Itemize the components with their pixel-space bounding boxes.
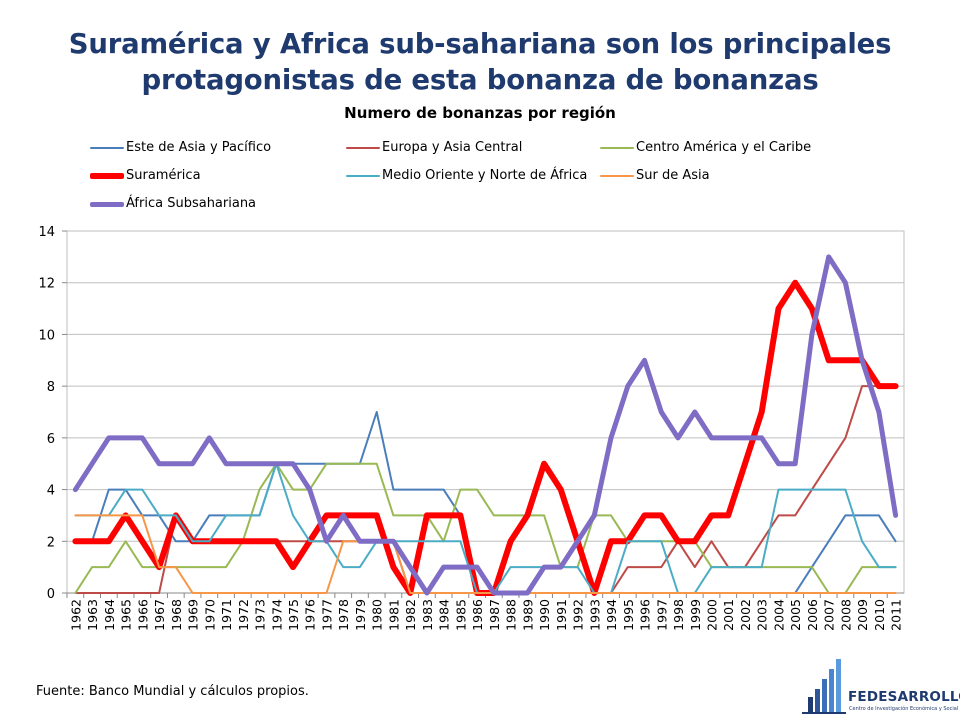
series-line (72, 254, 899, 596)
x-tick-label: 1981 (386, 599, 401, 631)
x-tick-label: 1990 (537, 599, 552, 631)
x-tick-label: 1984 (437, 599, 452, 631)
x-tick-label: 2002 (738, 599, 753, 631)
x-tick-label: 1962 (68, 599, 83, 631)
y-tick-label: 6 (47, 432, 55, 447)
x-tick-label: 1998 (671, 599, 686, 631)
x-tick-label: 2003 (755, 599, 770, 631)
legend-label: Europa y Asia Central (382, 140, 523, 155)
legend-swatch (346, 147, 380, 149)
x-tick-label: 1983 (420, 599, 435, 631)
legend-label: Este de Asia y Pacífico (126, 140, 272, 155)
x-tick-label: 1966 (135, 599, 150, 631)
legend-swatch (90, 173, 124, 179)
x-tick-label: 1995 (621, 599, 636, 631)
x-tick-label: 1969 (186, 599, 201, 631)
x-tick-label: 1976 (303, 599, 318, 631)
legend-swatch (90, 147, 124, 149)
legend-label: Centro América y el Caribe (636, 140, 812, 155)
series-line (74, 462, 897, 594)
x-tick-label: 1994 (604, 599, 619, 631)
x-tick-label: 1963 (85, 599, 100, 631)
legend-label: África Subsahariana (126, 196, 257, 211)
x-tick-label: 2006 (805, 599, 820, 631)
x-tick-label: 1986 (470, 599, 485, 631)
series-line (74, 514, 897, 594)
x-tick-label: 1992 (571, 599, 586, 631)
x-tick-label: 1977 (319, 599, 334, 631)
series-line (74, 462, 897, 594)
x-tick-label: 1989 (520, 599, 535, 631)
fedesarrollo-logo: FEDESARROLLO Centro de Investigación Eco… (800, 655, 960, 715)
source-note: Fuente: Banco Mundial y cálculos propios… (36, 684, 309, 699)
slide-title-line-2: protagonistas de esta bonanza de bonanza… (141, 64, 819, 96)
x-tick-label: 1975 (286, 599, 301, 631)
x-tick-label: 2005 (788, 599, 803, 631)
x-tick-label: 1996 (638, 599, 653, 631)
y-tick-label: 0 (47, 587, 55, 602)
x-tick-label: 1973 (253, 599, 268, 631)
logo-name: FEDESARROLLO (848, 689, 960, 705)
slide-title-line-1: Suramérica y Africa sub-sahariana son lo… (68, 28, 892, 60)
x-tick-label: 1967 (152, 599, 167, 631)
x-tick-label: 1980 (370, 599, 385, 631)
chart-legend: Este de Asia y Pacífico Europa y Asia Cen… (90, 138, 890, 218)
x-tick-label: 1991 (554, 599, 569, 631)
x-tick-label: 2007 (822, 599, 837, 631)
x-tick-label: 1971 (219, 599, 234, 631)
x-tick-label: 1993 (587, 599, 602, 631)
legend-swatch (346, 175, 380, 177)
legend-swatch (600, 147, 634, 149)
logo-bars-icon (802, 659, 846, 714)
x-tick-label: 1987 (487, 599, 502, 631)
x-tick-label: 2001 (721, 599, 736, 631)
x-tick-label: 2010 (872, 599, 887, 631)
x-tick-label: 2011 (889, 599, 904, 631)
x-tick-label: 2000 (704, 599, 719, 631)
legend-label: Medio Oriente y Norte de África (382, 168, 588, 183)
x-tick-label: 1982 (403, 599, 418, 631)
legend-label: Sur de Asia (636, 168, 710, 183)
x-tick-label: 1988 (504, 599, 519, 631)
x-tick-label: 1974 (269, 599, 284, 631)
y-tick-label: 12 (38, 277, 55, 292)
x-tick-label: 2008 (838, 599, 853, 631)
x-tick-label: 1970 (202, 599, 217, 631)
y-tick-label: 8 (47, 380, 55, 395)
x-tick-label: 1979 (353, 599, 368, 631)
legend-label: Suramérica (126, 168, 201, 183)
y-tick-label: 4 (47, 484, 55, 499)
x-tick-label: 1968 (169, 599, 184, 631)
x-tick-label: 1997 (654, 599, 669, 631)
x-tick-label: 1972 (236, 599, 251, 631)
x-tick-label: 1965 (119, 599, 134, 631)
x-tick-label: 1978 (336, 599, 351, 631)
x-tick-label: 1999 (688, 599, 703, 631)
y-tick-label: 10 (38, 328, 55, 343)
slide-title: Suramérica y Africa sub-sahariana son lo… (0, 26, 960, 98)
x-tick-label: 2004 (771, 599, 786, 631)
y-tick-label: 2 (47, 535, 55, 550)
x-tick-label: 1985 (453, 599, 468, 631)
legend-swatch (90, 201, 124, 207)
y-tick-label: 14 (38, 225, 55, 240)
x-tick-label: 2009 (855, 599, 870, 631)
logo-subtitle: Centro de Investigación Económica y Soci… (849, 706, 959, 712)
x-tick-label: 1964 (102, 599, 117, 631)
legend-swatch (600, 175, 634, 177)
chart-title: Numero de bonanzas por región (344, 104, 616, 122)
